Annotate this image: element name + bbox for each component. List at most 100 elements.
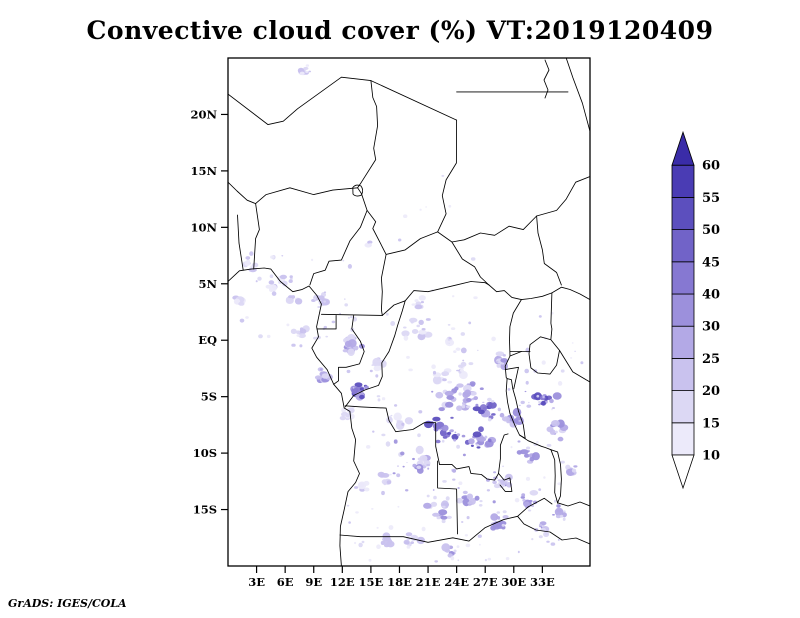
- lon-tick-label: 21E: [416, 575, 441, 589]
- cloud-blob: [411, 303, 416, 306]
- cloud-blob: [478, 426, 484, 433]
- cloud-speck: [339, 312, 341, 315]
- cloud-speck: [491, 400, 495, 403]
- country-border: [504, 299, 522, 380]
- cloud-blob: [466, 405, 471, 409]
- cloud-speck: [462, 453, 466, 457]
- cloud-speck: [394, 404, 398, 407]
- cloud-speck: [406, 355, 410, 359]
- cloud-blob: [419, 455, 428, 462]
- cloud-blob: [447, 431, 452, 435]
- lon-tick-label: 27E: [473, 575, 498, 589]
- map-frame: [227, 57, 591, 567]
- cloud-speck: [352, 387, 355, 389]
- cloud-blob: [268, 280, 275, 285]
- cloud-speck: [553, 499, 557, 503]
- credit-text: GrADS: IGES/COLA: [8, 597, 127, 610]
- country-border: [437, 119, 458, 243]
- plot-title: Convective cloud cover (%) VT:2019120409: [86, 16, 714, 45]
- lat-tick-label: 20N: [190, 107, 217, 121]
- cloud-blob: [556, 504, 561, 508]
- cloud-blob: [449, 429, 454, 432]
- cloud-speck: [447, 324, 451, 326]
- cloud-blob: [410, 541, 414, 544]
- cloud-blob: [447, 380, 453, 384]
- cloud-speck: [366, 445, 371, 449]
- cloud-blob: [298, 333, 306, 339]
- cloud-speck: [397, 465, 399, 467]
- cloud-speck: [342, 259, 345, 262]
- cloud-speck: [525, 380, 529, 385]
- cloud-speck: [405, 489, 409, 492]
- cloud-blob: [364, 487, 370, 492]
- cloud-speck: [376, 544, 381, 549]
- cloud-blob: [425, 318, 431, 321]
- cloud-blob: [401, 422, 405, 426]
- country-border: [543, 59, 550, 99]
- colorbar-segment: [671, 357, 695, 391]
- cloud-speck: [323, 300, 326, 303]
- cloud-speck: [487, 557, 492, 561]
- cloud-blob: [538, 403, 541, 406]
- cloud-speck: [560, 369, 565, 373]
- cloud-blob: [495, 351, 505, 357]
- cloud-blob: [412, 457, 415, 461]
- cloud-speck: [377, 398, 381, 402]
- cloud-speck: [268, 287, 274, 292]
- cloud-blob: [565, 464, 571, 470]
- lat-tick-label: 10N: [190, 220, 217, 234]
- cloud-speck: [521, 493, 526, 497]
- lon-tick-label: 12E: [330, 575, 355, 589]
- cloud-blob: [354, 486, 359, 489]
- cloud-speck: [461, 434, 466, 438]
- cloud-blob: [551, 420, 560, 427]
- cloud-blob: [364, 385, 369, 390]
- country-border: [380, 253, 387, 316]
- cloud-speck: [431, 364, 436, 370]
- map-borders-layer: [228, 58, 590, 566]
- cloud-speck: [477, 349, 479, 352]
- cloud-speck: [552, 407, 555, 409]
- colorbar-segment: [671, 164, 695, 198]
- cloud-speck: [288, 295, 293, 299]
- cloud-speck: [385, 441, 391, 447]
- cloud-speck: [385, 312, 389, 316]
- cloud-blob: [456, 369, 460, 372]
- cloud-speck: [388, 525, 394, 530]
- cloud-blob: [501, 523, 505, 527]
- cloud-blob: [495, 361, 499, 363]
- cloud-speck: [570, 357, 573, 359]
- cloud-speck: [331, 320, 336, 324]
- cloud-blob: [423, 502, 432, 509]
- country-border: [550, 292, 553, 340]
- cloud-speck: [450, 327, 456, 330]
- cloud-speck: [372, 430, 375, 433]
- cloud-blob: [291, 295, 296, 299]
- cloud-blob: [418, 319, 424, 325]
- cloud-blob: [524, 453, 530, 458]
- cloud-blob: [379, 359, 387, 368]
- cloud-speck: [580, 361, 584, 365]
- cloud-blob: [549, 398, 554, 404]
- cloud-speck: [536, 440, 539, 444]
- cloud-blob: [571, 468, 577, 473]
- cloud-blob: [460, 361, 467, 367]
- cloud-speck: [434, 560, 438, 563]
- cloud-blob: [342, 349, 348, 353]
- cloud-blob: [416, 465, 422, 469]
- cloud-blob: [470, 444, 474, 447]
- cloud-blob: [502, 354, 506, 357]
- lake-outline: [505, 378, 526, 440]
- cloud-blob: [354, 382, 363, 388]
- cloud-speck: [487, 417, 492, 422]
- cloud-blob: [541, 400, 546, 404]
- colorbar-tick-label: 55: [702, 191, 720, 206]
- cloud-speck: [510, 446, 513, 449]
- cloud-speck: [519, 404, 521, 407]
- cloud-blob: [476, 446, 481, 449]
- cloud-blob: [549, 429, 556, 435]
- cloud-speck: [412, 463, 417, 468]
- country-border: [504, 366, 519, 390]
- cloud-blob: [442, 378, 447, 382]
